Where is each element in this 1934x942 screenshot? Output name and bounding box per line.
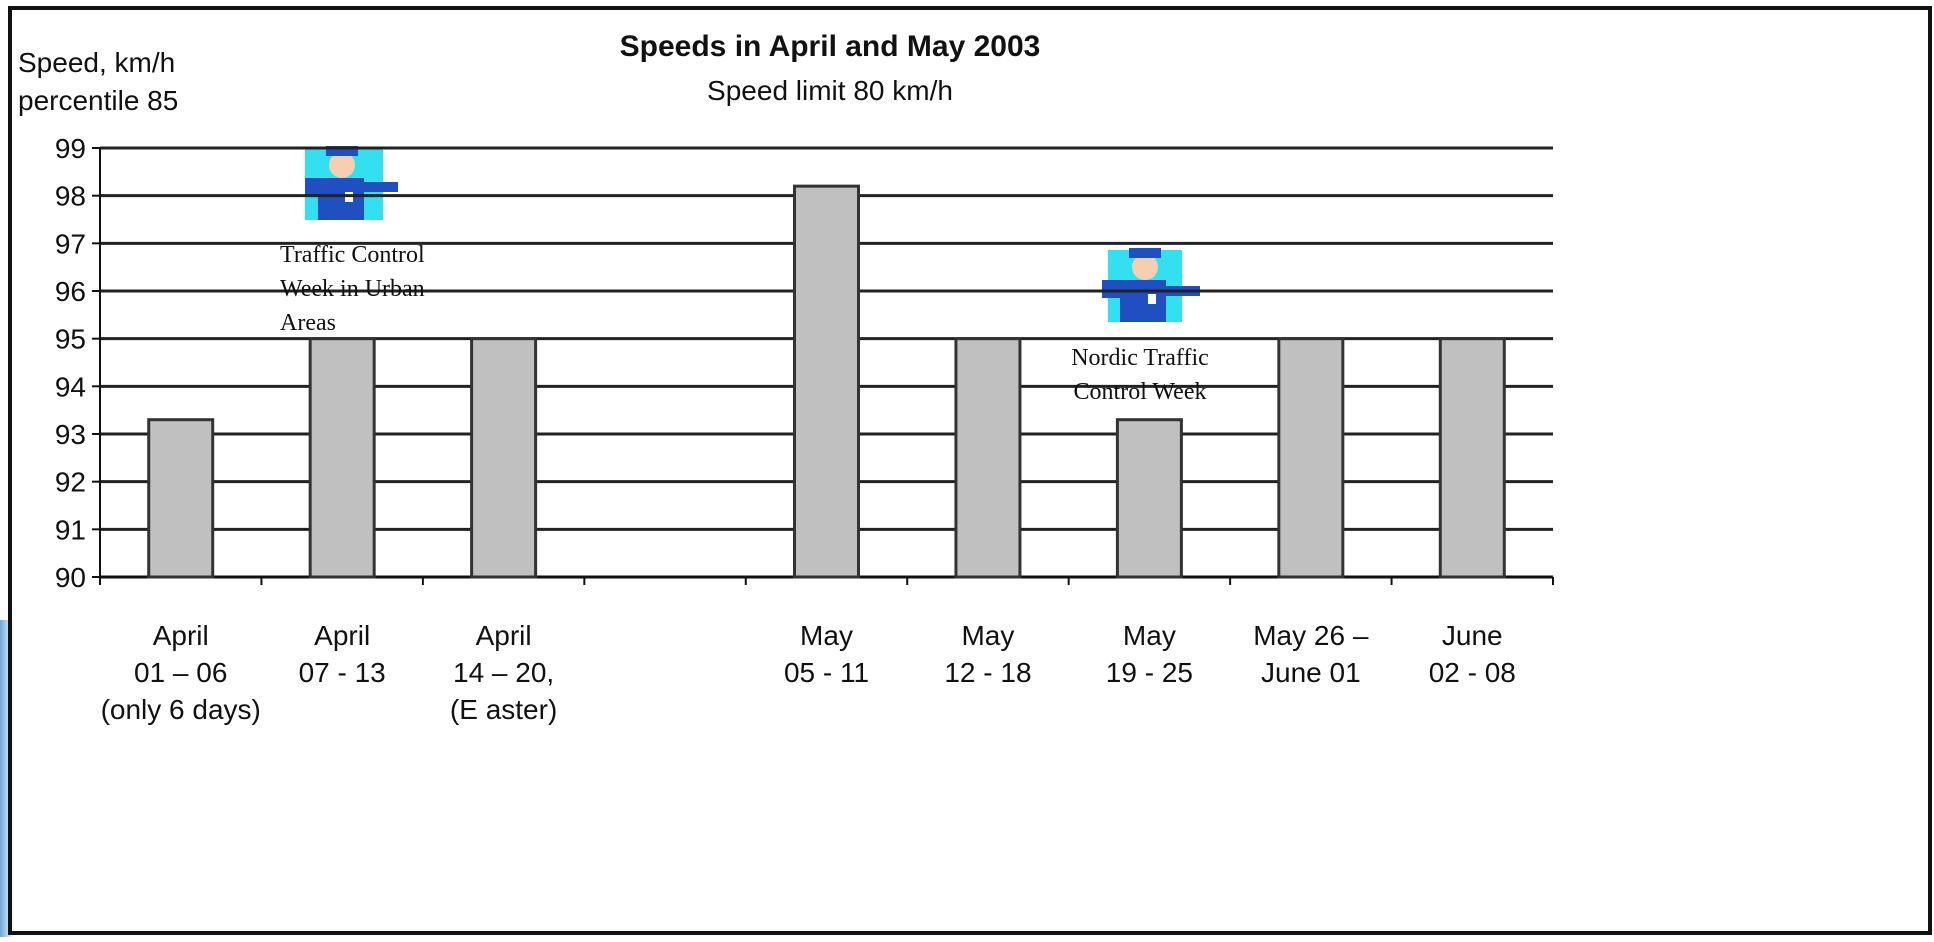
bar (147, 418, 215, 579)
annotation: Control Week (1074, 379, 1207, 405)
x-tick-label: June 01 (1261, 657, 1361, 688)
y-tick-label: 97 (55, 228, 86, 259)
bar (793, 184, 860, 579)
chart-title: Speeds in April and May 2003 (620, 30, 1041, 63)
x-tick-label: June (1442, 620, 1503, 651)
x-tick-label: 01 – 06 (134, 657, 227, 688)
bar (1438, 337, 1506, 579)
y-tick-label: 91 (55, 514, 86, 545)
x-tick-label: April (314, 620, 370, 651)
chart-subtitle: Speed limit 80 km/h (707, 75, 953, 106)
x-tick-label: 14 – 20, (453, 657, 554, 688)
y-tick-label: 93 (55, 419, 86, 450)
police-icon (305, 146, 398, 220)
x-tick-label: May (800, 620, 853, 651)
x-tick-label: 07 - 13 (299, 657, 386, 688)
x-tick-label: 02 - 08 (1429, 657, 1516, 688)
bar (1277, 337, 1345, 579)
y-tick-label: 92 (55, 467, 86, 498)
x-tick-label: May (1123, 620, 1176, 651)
x-tick-label: (E aster) (450, 694, 557, 725)
x-tick-label: 19 - 25 (1106, 657, 1193, 688)
annotation: Week in Urban (280, 276, 425, 302)
x-tick-label: 12 - 18 (944, 657, 1031, 688)
y-tick-label: 95 (55, 324, 86, 355)
x-tick-label: April (476, 620, 532, 651)
x-tick-label: April (153, 620, 209, 651)
y-tick-label: 98 (55, 181, 86, 212)
annotation: Areas (280, 310, 336, 336)
x-tick-label: May (961, 620, 1014, 651)
x-tick-label: May 26 – (1253, 620, 1369, 651)
y-axis-label: Speed, km/h (18, 47, 175, 78)
bar (1115, 418, 1183, 579)
x-tick-label: (only 6 days) (101, 694, 261, 725)
frame (8, 6, 1932, 935)
x-tick-label: 05 - 11 (784, 657, 869, 688)
y-axis-label: percentile 85 (18, 85, 178, 116)
y-tick-label: 90 (55, 562, 86, 593)
y-tick-label: 94 (55, 371, 86, 402)
bar (470, 337, 538, 579)
y-tick-label: 96 (55, 276, 86, 307)
bar (308, 337, 376, 579)
annotation: Traffic Control (280, 242, 425, 268)
bar (954, 337, 1022, 579)
y-tick-label: 99 (55, 133, 86, 164)
annotation: Nordic Traffic (1071, 345, 1209, 371)
